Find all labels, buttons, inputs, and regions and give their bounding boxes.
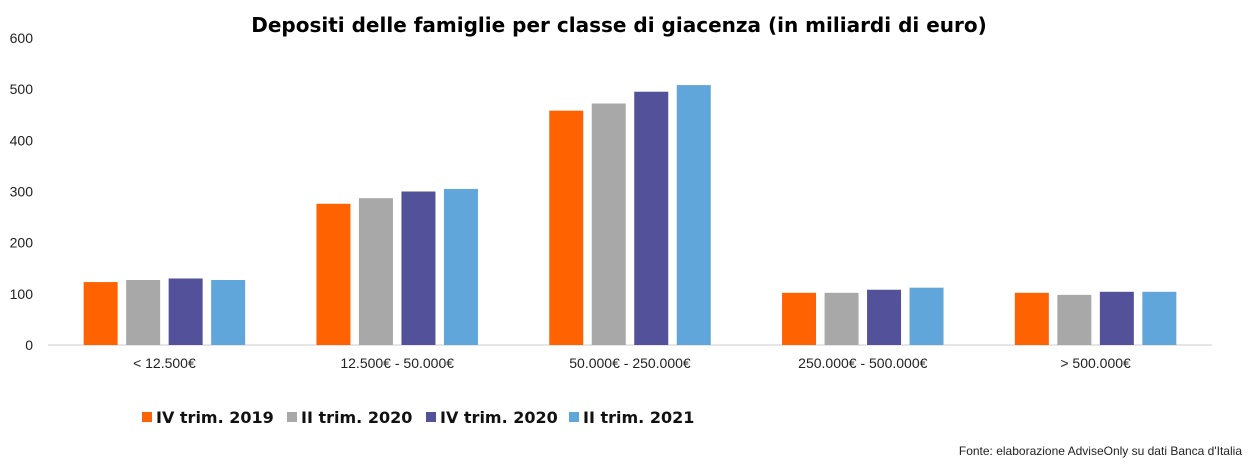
x-tick-label: > 500.000€ [1060, 355, 1131, 371]
y-tick-label: 300 [10, 184, 34, 200]
legend-swatch [287, 412, 297, 422]
bar [549, 110, 584, 345]
y-tick-label: 200 [10, 235, 34, 251]
legend-label: II trim. 2021 [583, 408, 694, 427]
legend-swatch [569, 412, 579, 422]
bar [1099, 291, 1134, 345]
bar [443, 188, 478, 345]
bar [126, 280, 161, 345]
bar [1014, 292, 1049, 345]
bar [676, 85, 711, 345]
bar [824, 292, 859, 345]
source-note: Fonte: elaborazione AdviseOnly su dati B… [959, 444, 1242, 458]
bar [1142, 291, 1177, 345]
bar [316, 203, 351, 345]
legend-label: II trim. 2020 [301, 408, 412, 427]
bar [401, 191, 436, 345]
x-axis: < 12.500€ 12.500€ - 50.000€ 50.000€ - 250.… [133, 355, 1131, 371]
bar [1057, 294, 1092, 345]
bar [83, 282, 118, 345]
y-axis: 0 100 200 300 400 500 600 [10, 30, 34, 353]
x-tick-label: 12.500€ - 50.000€ [340, 355, 454, 371]
legend-label: IV trim. 2020 [440, 408, 558, 427]
legend-label: IV trim. 2019 [156, 408, 274, 427]
bars-group [83, 85, 1177, 345]
y-tick-label: 600 [10, 30, 34, 46]
x-tick-label: 50.000€ - 250.000€ [569, 355, 691, 371]
bar [358, 198, 393, 345]
bar [634, 91, 669, 345]
bar [909, 287, 944, 345]
chart-title: Depositi delle famiglie per classe di gi… [251, 13, 987, 37]
y-tick-label: 0 [25, 337, 33, 353]
x-tick-label: 250.000€ - 500.000€ [798, 355, 927, 371]
x-tick-label: < 12.500€ [133, 355, 196, 371]
y-tick-label: 400 [10, 132, 34, 148]
bar [591, 103, 626, 345]
legend-swatch [142, 412, 152, 422]
y-tick-label: 100 [10, 286, 34, 302]
bar [867, 289, 902, 345]
bar [168, 278, 203, 345]
legend-swatch [426, 412, 436, 422]
y-tick-label: 500 [10, 81, 34, 97]
bar [782, 292, 817, 345]
legend: IV trim. 2019 II trim. 2020 IV trim. 2020 I… [142, 408, 694, 427]
bar [211, 280, 246, 345]
